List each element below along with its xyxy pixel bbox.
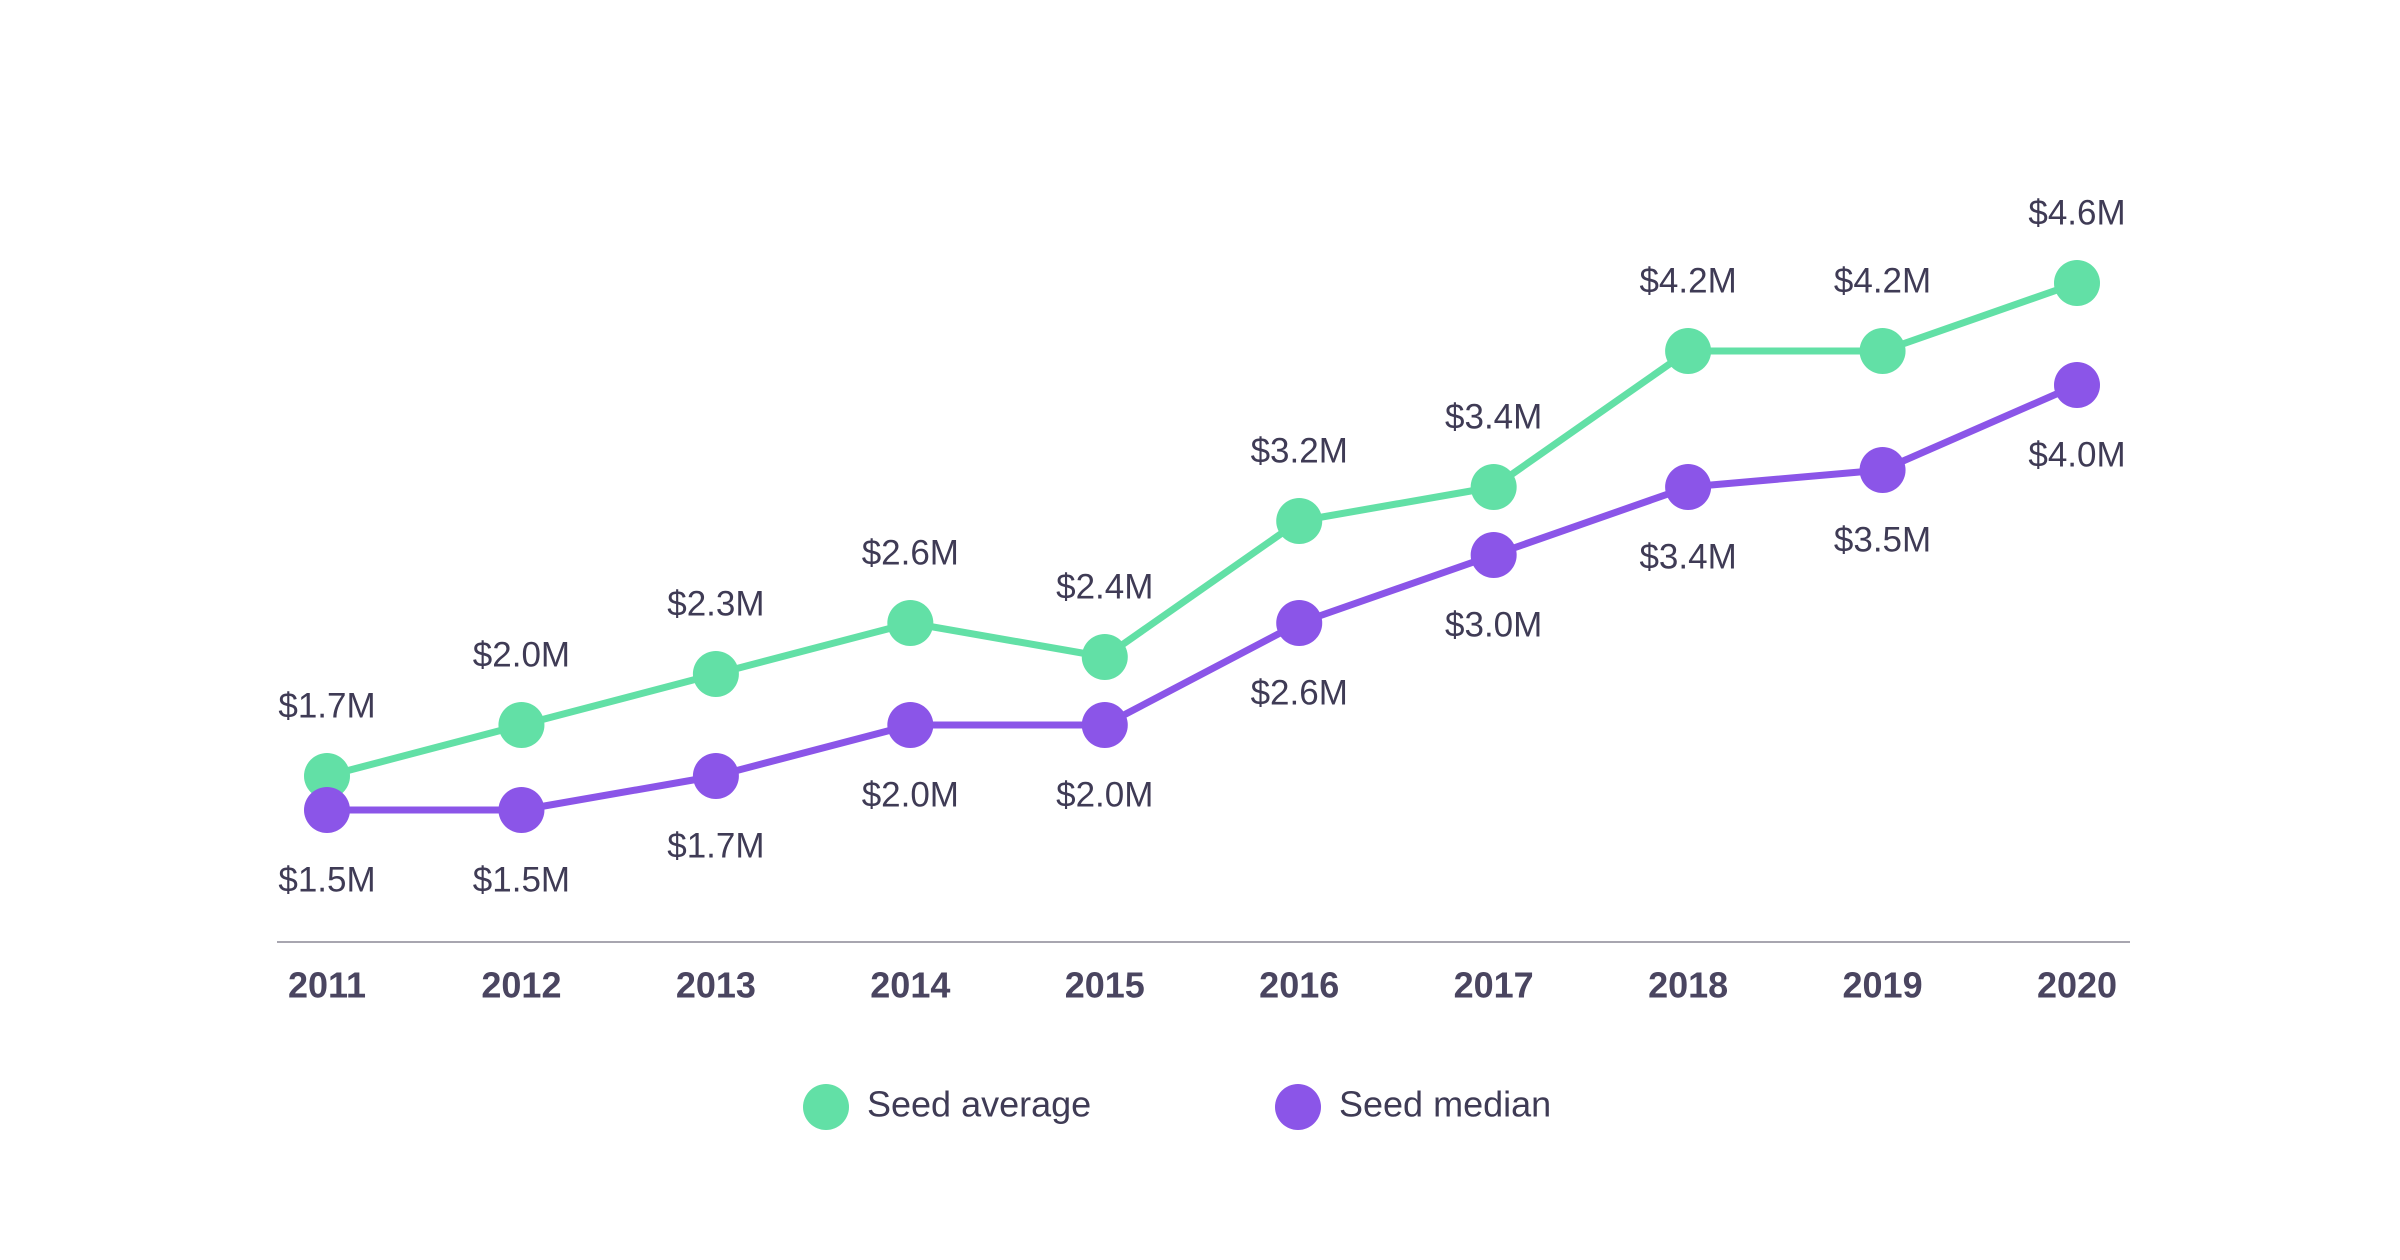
x-tick-label: 2011: [288, 965, 366, 1006]
seed-median-data-label: $2.6M: [1251, 673, 1348, 712]
legend-seed-average-label: Seed average: [867, 1084, 1091, 1125]
seed-median-point: [1859, 447, 1906, 493]
x-tick-label: 2018: [1648, 965, 1728, 1006]
seed-average-data-label: $4.2M: [1639, 261, 1736, 300]
seed-average-data-label: $2.4M: [1056, 567, 1153, 606]
series-points: [304, 260, 2100, 833]
seed-median-data-label: $3.5M: [1834, 520, 1931, 559]
seed-median-data-label: $1.5M: [473, 860, 570, 899]
x-tick-label: 2013: [676, 965, 756, 1006]
seed-median-data-label: $1.5M: [278, 860, 375, 899]
seed-average-point: [304, 753, 350, 799]
seed-median-point: [498, 787, 545, 833]
legend: Seed average Seed median: [803, 1084, 1551, 1130]
legend-seed-median-marker: [1275, 1084, 1321, 1130]
seed-median-data-label: $4.0M: [2028, 435, 2125, 474]
seed-average-point: [1470, 464, 1517, 510]
x-tick-label: 2014: [870, 965, 950, 1006]
x-tick-label: 2020: [2037, 965, 2117, 1006]
seed-average-data-label: $3.4M: [1445, 397, 1542, 436]
seed-median-point: [304, 787, 350, 833]
seed-average-point: [2054, 260, 2100, 306]
seed-average-data-label: $2.6M: [862, 533, 959, 572]
seed-average-data-label: $3.2M: [1251, 431, 1348, 470]
seed-average-data-label: $4.2M: [1834, 261, 1931, 300]
seed-average-data-label: $2.3M: [667, 584, 764, 623]
seed-average-point: [1859, 328, 1906, 374]
seed-median-point: [692, 753, 739, 799]
x-tick-label: 2012: [481, 965, 561, 1006]
seed-median-data-label: $2.0M: [1056, 775, 1153, 814]
series-lines: [323, 279, 2081, 814]
seed-median-point: [1276, 600, 1323, 646]
seed-average-point: [1665, 328, 1712, 374]
seed-median-point: [887, 702, 934, 748]
seed-median-data-label: $3.4M: [1639, 537, 1736, 576]
legend-seed-median-label: Seed median: [1339, 1084, 1551, 1125]
x-tick-label: 2019: [1843, 965, 1923, 1006]
x-tick-label: 2015: [1065, 965, 1145, 1006]
legend-seed-average-marker: [803, 1084, 849, 1130]
x-tick-label: 2016: [1259, 965, 1339, 1006]
seed-median-line: [323, 381, 2081, 814]
seed-average-data-label: $1.7M: [278, 686, 375, 725]
seed-average-point: [1276, 498, 1323, 544]
seed-median-data-label: $1.7M: [667, 826, 764, 865]
seed-average-point: [692, 651, 739, 697]
axis-layer: 2011 2012 2013 2014 2015 2016 2017 2018 2019 2020: [277, 941, 2130, 1006]
data-labels: $1.7M $2.0M $2.3M $2.6M $2.4M $3.2M $3.4M $4.2M…: [278, 193, 2125, 899]
seed-median-data-label: $3.0M: [1445, 605, 1542, 644]
seed-median-point: [1665, 464, 1712, 510]
seed-average-data-label: $4.6M: [2028, 193, 2125, 232]
seed-average-data-label: $2.0M: [473, 635, 570, 674]
seed-median-point: [1081, 702, 1128, 748]
seed-average-point: [498, 702, 545, 748]
seed-median-data-label: $2.0M: [862, 775, 959, 814]
seed-average-point: [1081, 634, 1128, 680]
seed-average-line: [323, 279, 2081, 780]
seed-median-point: [2054, 362, 2100, 408]
x-tick-label: 2017: [1454, 965, 1534, 1006]
seed-average-point: [887, 600, 934, 646]
seed-median-point: [1470, 532, 1517, 578]
